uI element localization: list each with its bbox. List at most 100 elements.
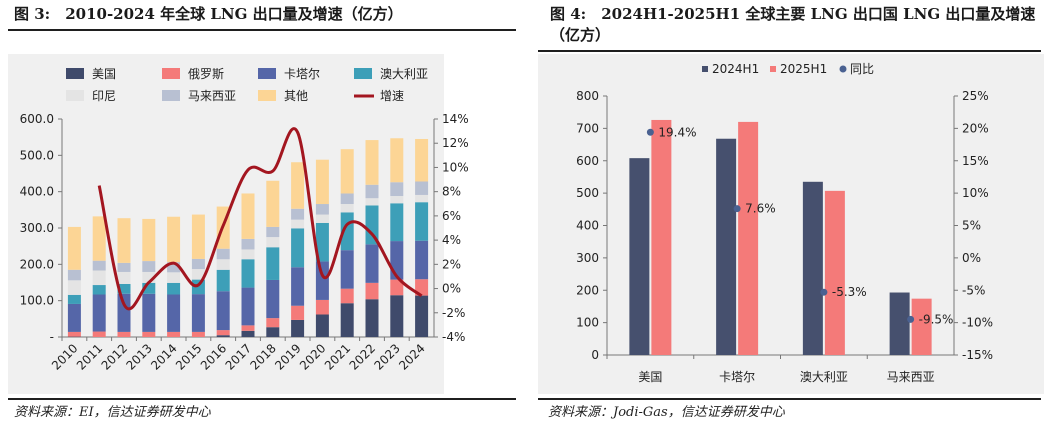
legend-swatch-usa	[66, 68, 84, 79]
bar-segment-others	[241, 193, 255, 239]
bar-segment-malaysia	[390, 182, 404, 197]
x-tick-label: 2020	[297, 341, 328, 372]
x-tick-label: 美国	[638, 370, 662, 384]
bar-segment-australia	[92, 285, 106, 295]
bar-segment-russia	[92, 331, 106, 337]
yoy-marker	[820, 288, 828, 296]
bar-segment-indonesia	[390, 196, 404, 204]
bar-segment-russia	[315, 299, 329, 315]
bar-segment-malaysia	[117, 262, 131, 272]
y2-tick-label: 20%	[962, 121, 989, 135]
bar-segment-australia	[315, 222, 329, 262]
bar-segment-russia	[241, 325, 255, 331]
bar-h2024	[889, 292, 910, 355]
bar-segment-malaysia	[142, 261, 156, 272]
y2-tick-label: 10%	[442, 160, 469, 174]
y2-tick-label: 2%	[442, 257, 461, 271]
legend-swatch-russia	[162, 68, 180, 79]
bar-segment-russia	[117, 331, 131, 337]
bar-segment-indonesia	[117, 271, 131, 284]
right-plot-background	[538, 54, 1044, 394]
y-tick-label: 600.0	[20, 112, 54, 126]
right-figure-title: 图 4: 2024H1-2025H1 全球主要 LNG 出口国 LNG 出口量及…	[550, 5, 1036, 44]
legend-swatch-malaysia	[162, 90, 180, 101]
right-source-text: 资料来源：Jodi-Gas，信达证券研发中心	[548, 405, 785, 420]
bar-segment-others	[415, 138, 429, 182]
bar-segment-indonesia	[241, 249, 255, 260]
bar-segment-usa	[365, 299, 379, 337]
x-tick-label: 澳大利亚	[800, 370, 848, 384]
bar-segment-qatar	[92, 294, 106, 332]
yoy-marker	[907, 315, 915, 323]
legend-label-usa: 美国	[92, 67, 116, 81]
y-tick-label: 800	[576, 89, 599, 103]
bar-segment-usa	[266, 327, 280, 337]
bar-segment-russia	[365, 282, 379, 300]
bar-segment-malaysia	[315, 204, 329, 215]
bar-segment-qatar	[266, 279, 280, 319]
bar-segment-indonesia	[167, 272, 181, 283]
x-tick-label: 2023	[371, 341, 402, 372]
bar-segment-australia	[167, 282, 181, 295]
left-title-rule	[8, 29, 516, 31]
left-source-rule	[8, 398, 516, 400]
bar-segment-malaysia	[415, 181, 429, 195]
left-figure-panel: 图 3: 2010-2024 年全球 LNG 出口量及增速（亿方） 美国 俄罗斯 卡…	[0, 0, 522, 422]
legend-label-russia: 俄罗斯	[188, 67, 224, 81]
y-tick-label: 100.0	[20, 294, 54, 308]
bar-segment-indonesia	[365, 198, 379, 206]
bar-segment-indonesia	[67, 280, 81, 295]
bar-segment-malaysia	[365, 184, 379, 199]
bar-segment-russia	[142, 331, 156, 337]
right-figure-panel: 图 4: 2024H1-2025H1 全球主要 LNG 出口国 LNG 出口量及…	[530, 0, 1047, 422]
bar-segment-indonesia	[191, 269, 205, 280]
x-tick-label: 2015	[173, 341, 204, 372]
bar-segment-indonesia	[415, 194, 429, 203]
y2-tick-label: 6%	[442, 209, 461, 223]
x-tick-label: 2019	[272, 341, 303, 372]
y2-tick-label: 14%	[442, 112, 469, 126]
y2-tick-label: 0%	[442, 282, 461, 296]
bar-segment-qatar	[291, 267, 305, 306]
x-tick-label: 2012	[99, 341, 130, 372]
bar-h2024	[802, 181, 823, 355]
legend-swatch-indonesia	[66, 90, 84, 101]
bar-segment-malaysia	[340, 193, 354, 205]
bar-segment-qatar	[191, 294, 205, 332]
y2-tick-label: -15%	[962, 348, 993, 362]
x-tick-label: 2016	[198, 341, 229, 372]
legend-label-malaysia: 马来西亚	[188, 89, 236, 103]
x-tick-label: 2017	[223, 341, 254, 372]
legend-label-1: 2025H1	[780, 62, 827, 76]
bar-segment-others	[142, 218, 156, 262]
y2-tick-label: -2%	[442, 306, 465, 320]
bar-segment-australia	[117, 283, 131, 294]
bar-segment-qatar	[67, 303, 81, 332]
y-tick-label: 200.0	[20, 257, 54, 271]
bar-h2024	[629, 158, 650, 355]
bar-segment-others	[365, 140, 379, 185]
bar-segment-qatar	[241, 287, 255, 326]
bar-segment-qatar	[315, 261, 329, 300]
legend-swatch-h2025	[770, 66, 776, 72]
bar-segment-others	[67, 226, 81, 270]
y2-tick-label: 15%	[962, 154, 989, 168]
y-tick-label: 400	[576, 219, 599, 233]
x-tick-label: 2010	[49, 341, 80, 372]
y2-tick-label: 12%	[442, 136, 469, 150]
bar-segment-others	[390, 138, 404, 183]
yoy-marker	[733, 205, 741, 213]
bar-segment-others	[291, 162, 305, 209]
yoy-marker	[646, 128, 654, 136]
y2-tick-label: 25%	[962, 89, 989, 103]
bar-segment-australia	[291, 228, 305, 268]
x-tick-label: 2014	[148, 341, 179, 372]
y2-tick-label: -5%	[962, 283, 985, 297]
x-tick-label: 2024	[396, 341, 427, 372]
legend-swatch-h2024	[702, 66, 708, 72]
y-tick-label: 300	[576, 251, 599, 265]
legend-marker-yoy	[839, 65, 847, 73]
y2-tick-label: -4%	[442, 330, 465, 344]
bar-segment-russia	[291, 305, 305, 320]
